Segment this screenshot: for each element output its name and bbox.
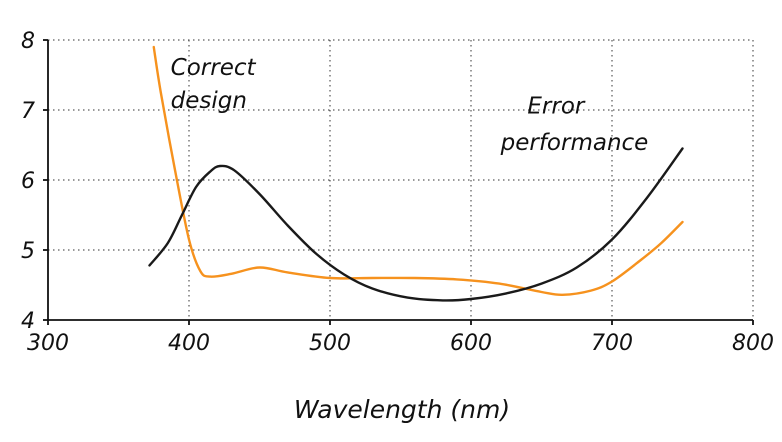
curve-annotation: performance (500, 130, 649, 156)
series-line-correct-design (152, 45, 684, 297)
curve-annotation: Correct (171, 55, 257, 81)
x-tick-label: 500 (309, 331, 351, 356)
y-tick-label: 6 (21, 169, 35, 194)
y-tick-label: 5 (21, 239, 35, 264)
series-line-error-performance (148, 147, 684, 302)
tick-label-layer: 300 400 500 600 700 800 4 5 6 7 8 (21, 29, 774, 356)
x-tick-label: 400 (168, 331, 210, 356)
grid-layer (48, 39, 754, 320)
x-tick-label: 300 (27, 331, 69, 356)
annotation-layer: Correct design Error performance (171, 55, 649, 156)
y-tick-label: 8 (21, 29, 35, 54)
x-tick-label: 700 (591, 331, 633, 356)
curve-annotation: Error (527, 94, 586, 120)
y-tick-label: 7 (21, 99, 35, 124)
series-layer (148, 45, 684, 302)
x-tick-label: 600 (450, 331, 492, 356)
curve-annotation: design (171, 88, 247, 114)
x-tick-label: 800 (732, 331, 774, 356)
y-tick-label: 4 (21, 309, 35, 334)
x-axis-label: Wavelength (nm) (294, 395, 510, 424)
axis-layer (43, 39, 754, 325)
